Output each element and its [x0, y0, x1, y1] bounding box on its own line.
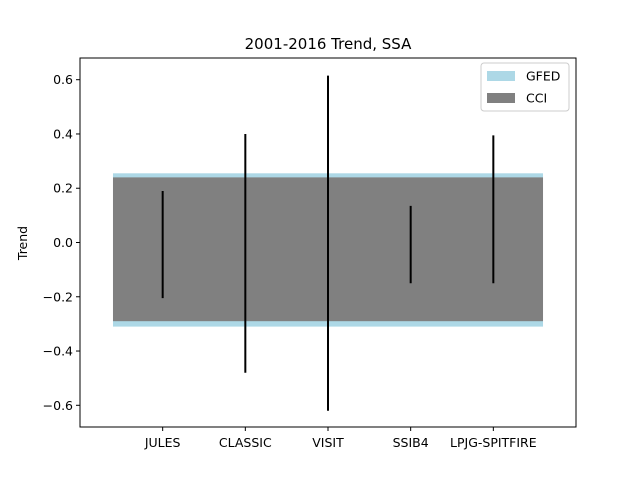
- plot-area: [112, 75, 544, 411]
- x-tick-label: VISIT: [312, 435, 344, 450]
- y-tick-label: −0.4: [43, 344, 73, 359]
- x-tick-label: CLASSIC: [219, 435, 272, 450]
- x-tick-label: SSIB4: [393, 435, 429, 450]
- legend-swatch-gfed: [487, 71, 515, 81]
- y-tick-label: −0.2: [43, 289, 73, 304]
- legend-label-gfed: GFED: [526, 69, 560, 84]
- x-tick-label: JULES: [144, 435, 181, 450]
- x-tick-label: LPJG-SPITFIRE: [450, 435, 537, 450]
- chart-title: 2001-2016 Trend, SSA: [245, 35, 412, 53]
- y-tick-label: 0.6: [53, 72, 73, 87]
- y-axis: −0.6 −0.4 −0.2 0.0 0.2 0.4 0.6: [43, 72, 80, 413]
- x-axis: JULES CLASSIC VISIT SSIB4 LPJG-SPITFIRE: [144, 427, 537, 450]
- y-tick-label: −0.6: [43, 398, 73, 413]
- legend-label-cci: CCI: [526, 91, 547, 106]
- legend-swatch-cci: [487, 93, 515, 103]
- legend: GFED CCI: [480, 62, 570, 112]
- y-tick-label: 0.0: [53, 235, 73, 250]
- y-tick-label: 0.4: [53, 126, 73, 141]
- y-tick-label: 0.2: [53, 181, 73, 196]
- y-axis-label: Trend: [15, 226, 30, 261]
